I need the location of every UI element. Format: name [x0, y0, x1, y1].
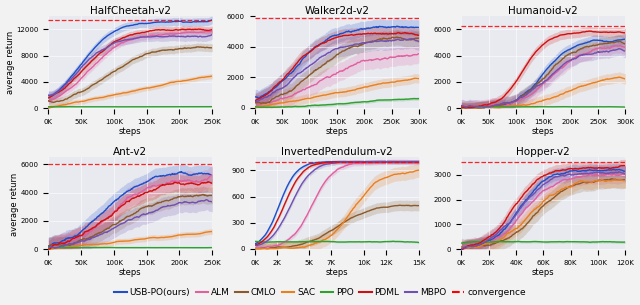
Title: Ant-v2: Ant-v2: [113, 147, 147, 157]
Y-axis label: average return: average return: [10, 172, 19, 235]
Title: HalfCheetah-v2: HalfCheetah-v2: [90, 5, 171, 16]
X-axis label: steps: steps: [119, 267, 141, 277]
Legend: USB-PO(ours), ALM, CMLO, SAC, PPO, PDML, MBPO, convergence: USB-PO(ours), ALM, CMLO, SAC, PPO, PDML,…: [111, 284, 529, 300]
Title: InvertedPendulum-v2: InvertedPendulum-v2: [281, 147, 392, 157]
X-axis label: steps: steps: [325, 127, 348, 135]
X-axis label: steps: steps: [119, 127, 141, 135]
Title: Humanoid-v2: Humanoid-v2: [508, 5, 578, 16]
Title: Hopper-v2: Hopper-v2: [516, 147, 570, 157]
Y-axis label: average return: average return: [6, 31, 15, 95]
X-axis label: steps: steps: [532, 127, 555, 135]
Title: Walker2d-v2: Walker2d-v2: [304, 5, 369, 16]
X-axis label: steps: steps: [325, 267, 348, 277]
X-axis label: steps: steps: [532, 267, 555, 277]
